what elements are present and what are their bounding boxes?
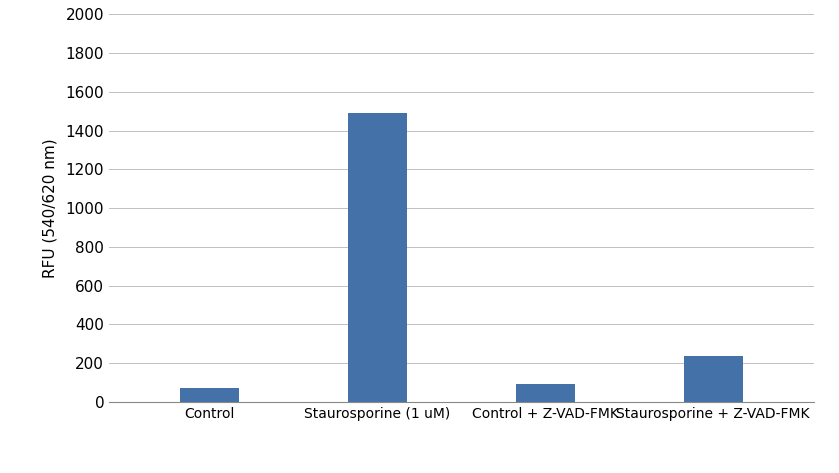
Bar [348,113,407,402]
Bar [516,384,575,402]
Bar [684,357,743,402]
Y-axis label: RFU (540/620 nm): RFU (540/620 nm) [42,138,57,278]
Bar [180,387,239,402]
